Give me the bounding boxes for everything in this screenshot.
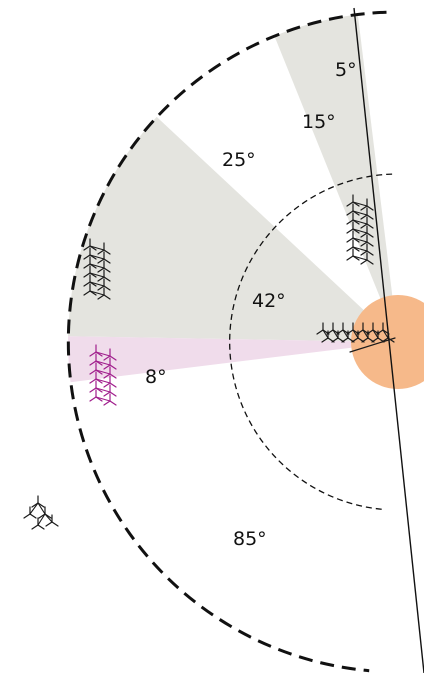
- outer-dashed-arc: [66, 10, 387, 673]
- sector-boundary-line: [353, 7, 424, 673]
- inner-dashed-arc: [229, 173, 393, 511]
- isolated-molecule-icon: [23, 495, 59, 530]
- angle-label-85: 85°: [233, 528, 267, 550]
- angle-label-8: 8°: [145, 366, 167, 388]
- angle-label-5: 5°: [335, 59, 357, 81]
- branched-hydrocarbon-stack-icon: [346, 194, 374, 265]
- wedge-8-degree: [68, 336, 399, 383]
- wedge-42-degree: [68, 116, 398, 343]
- magenta-hydrocarbon-stack-icon: [89, 344, 117, 406]
- angle-label-25: 25°: [222, 149, 256, 171]
- origin-halo: [351, 295, 424, 389]
- branched-hydrocarbon-stack-icon: [83, 238, 111, 300]
- angle-label-42: 42°: [252, 290, 286, 312]
- horizontal-hydrocarbon-cluster-icon: [316, 322, 396, 353]
- angle-label-15: 15°: [302, 111, 336, 133]
